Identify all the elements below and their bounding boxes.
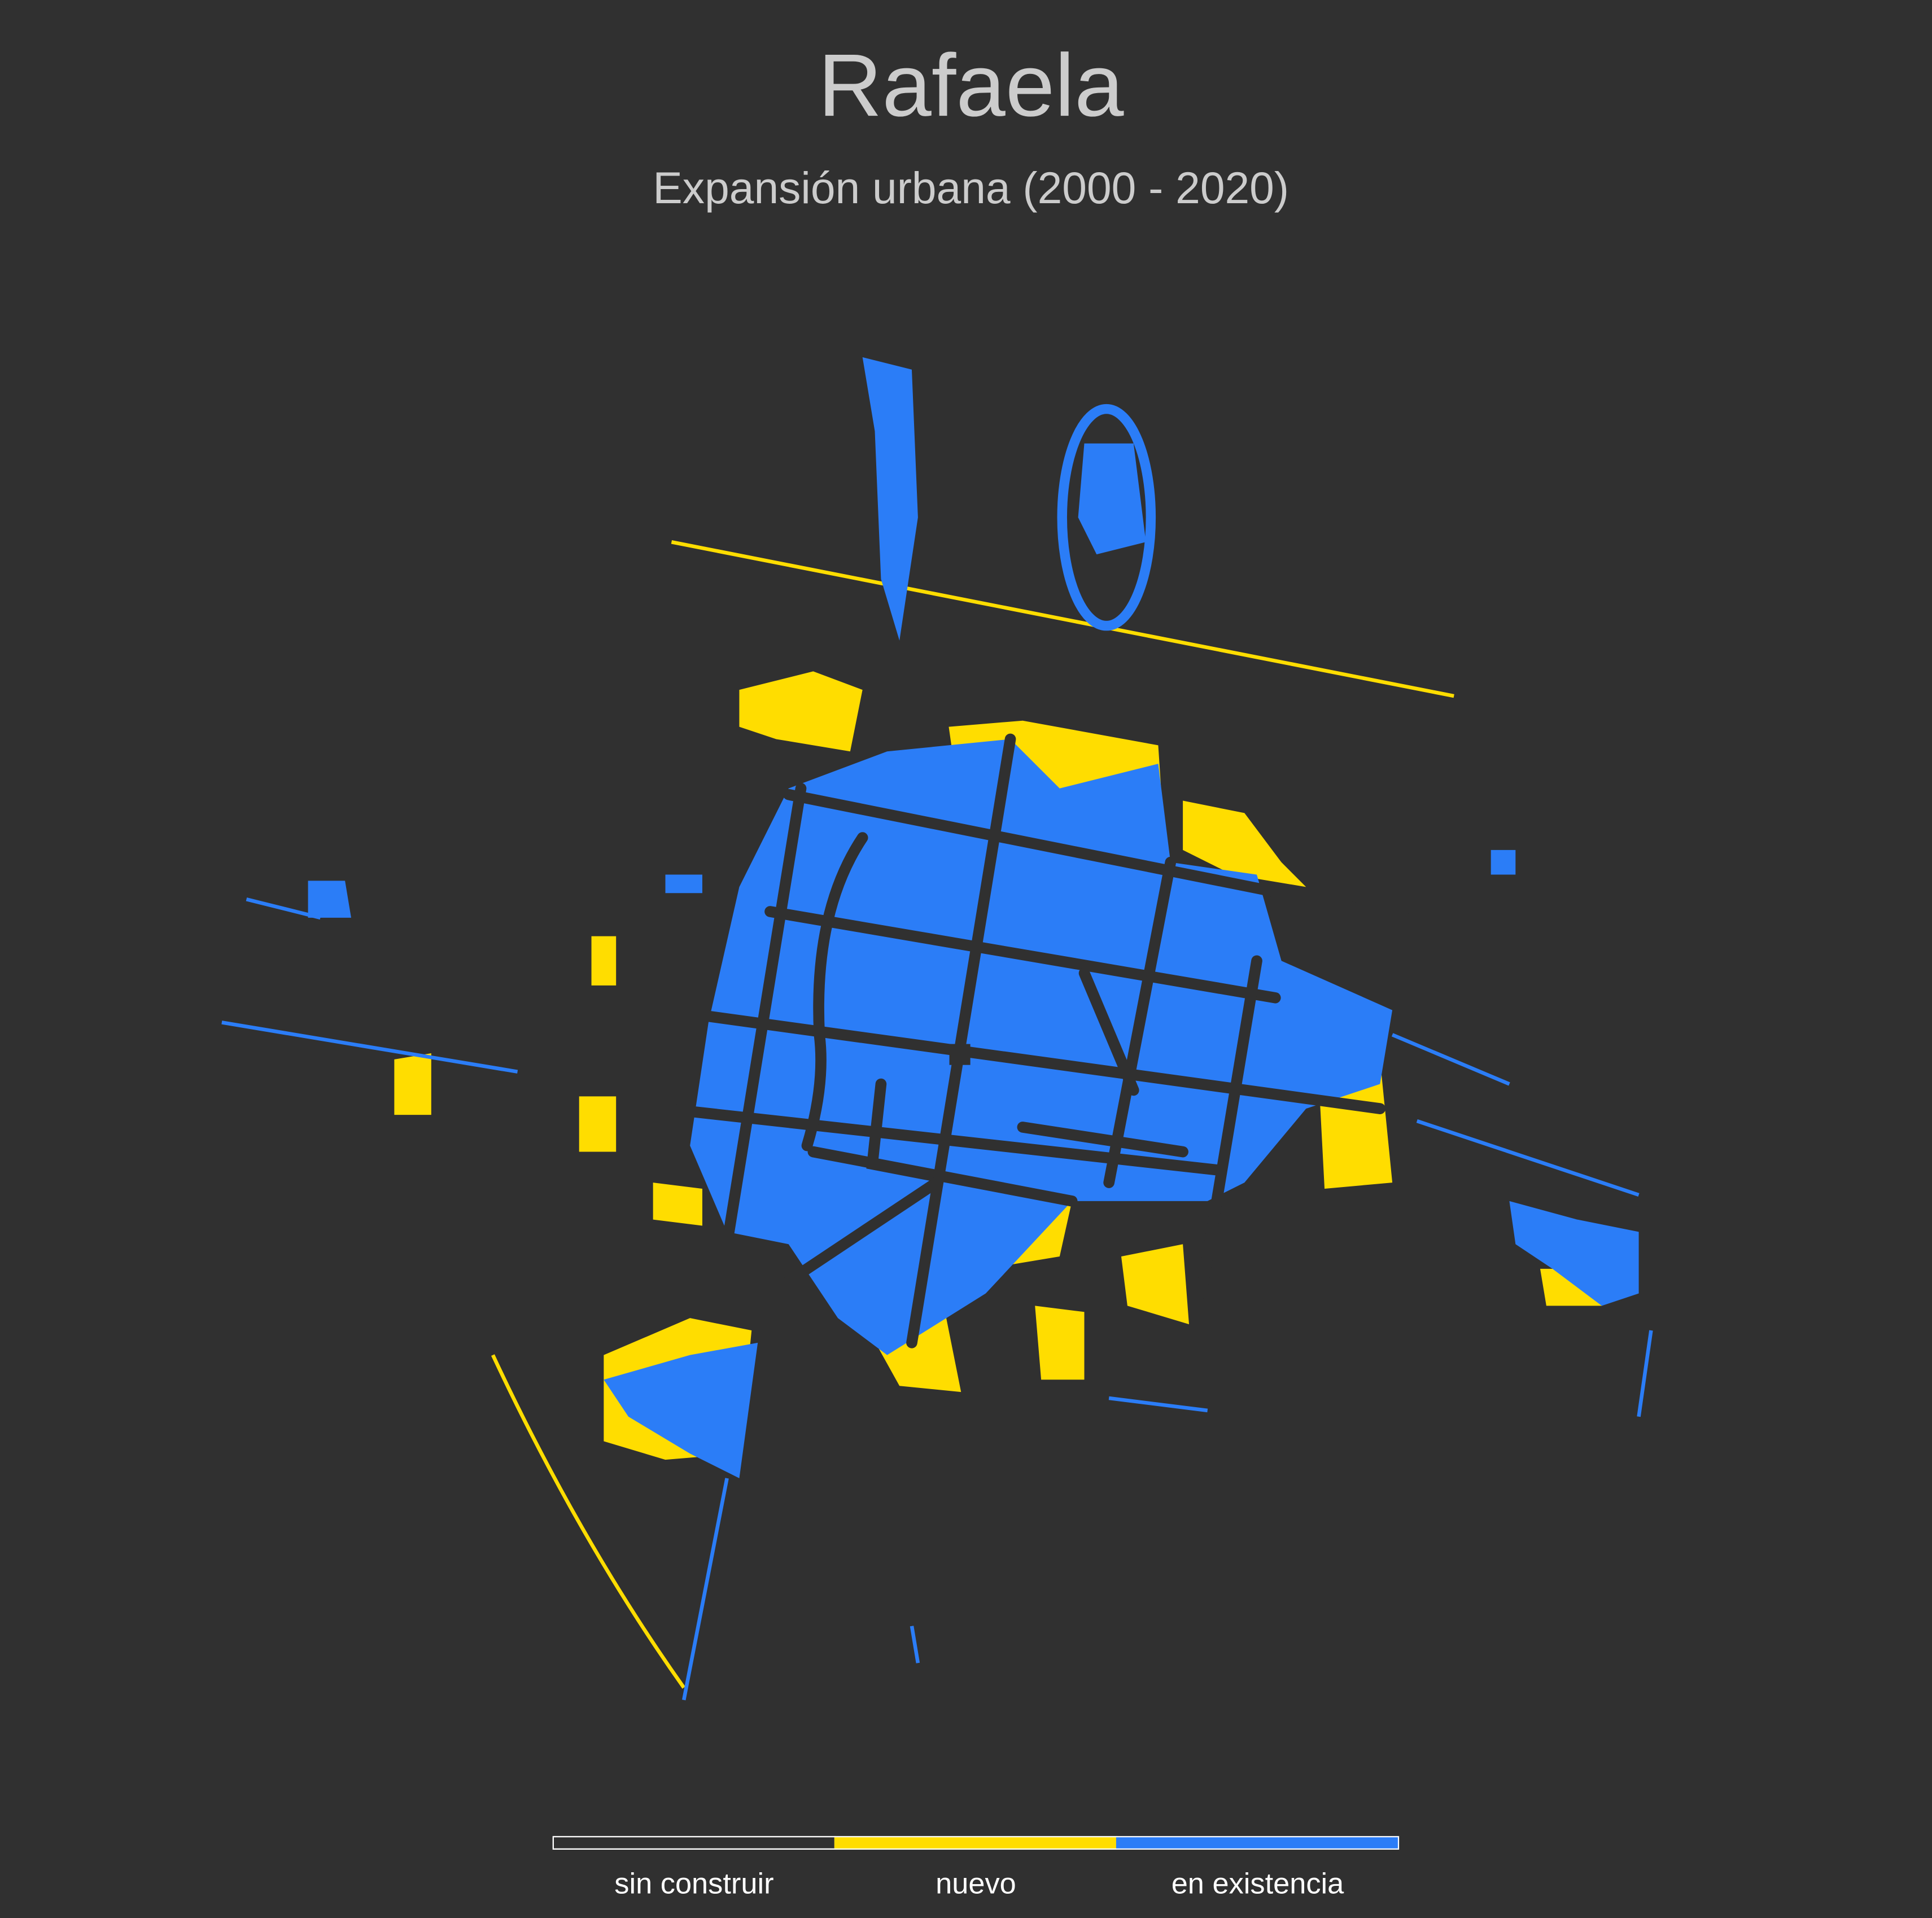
roads <box>659 733 1410 1348</box>
legend-label: en existencia <box>1172 1867 1344 1900</box>
existing-areas <box>221 357 1653 1701</box>
map <box>221 357 1653 1701</box>
legend-swatch <box>834 1836 1118 1850</box>
legend-swatch <box>1116 1836 1400 1850</box>
map-title: Rafaela <box>818 36 1124 135</box>
map-subtitle: Expansión urbana (2000 - 2020) <box>653 163 1289 213</box>
legend-label: sin construir <box>614 1867 773 1900</box>
legend-swatch <box>552 1836 836 1850</box>
legend-frame <box>552 1836 1400 1850</box>
legend-label: nuevo <box>936 1867 1016 1900</box>
legend: sin construir nuevo en existencia <box>552 1836 1400 1900</box>
